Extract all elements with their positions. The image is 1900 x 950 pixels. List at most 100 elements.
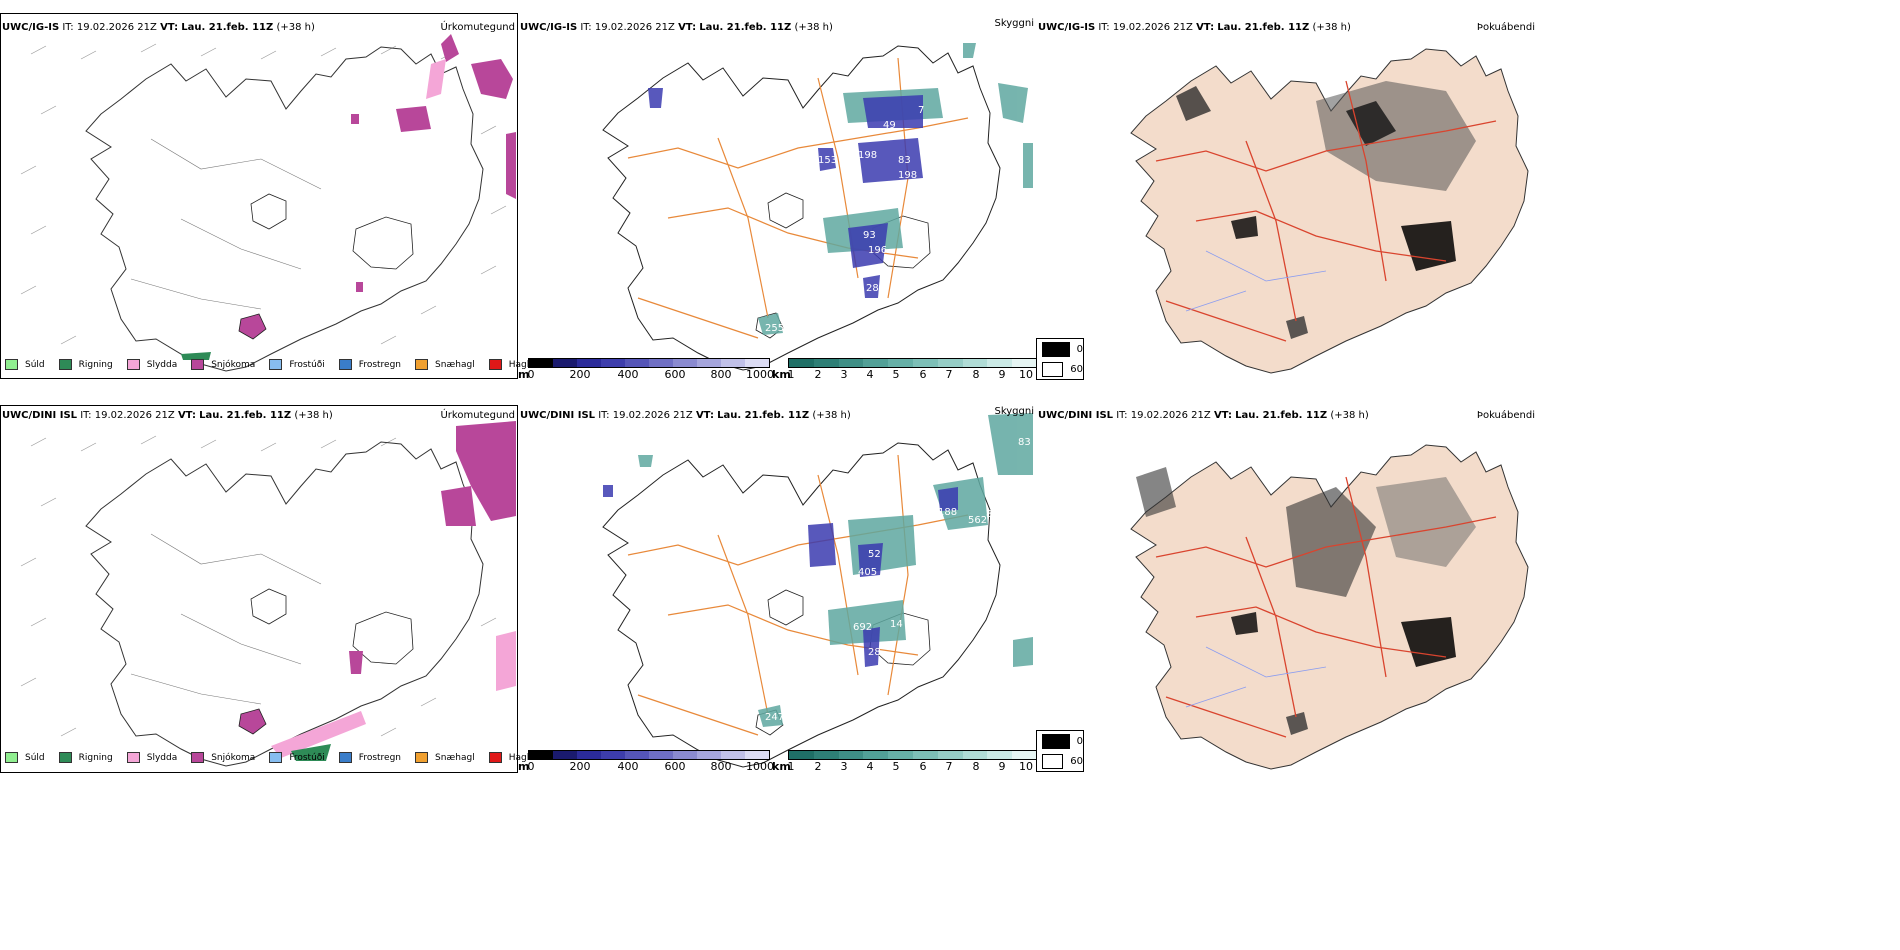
vt-label: VT:	[160, 22, 179, 33]
colorbar-cell	[937, 751, 963, 759]
fog-panel-row1: 0 60	[1036, 13, 1536, 380]
cloud-map-row1: 153 7 49 198 83 198 93 196 282 255	[602, 43, 1033, 371]
tick-label: 7	[945, 368, 953, 381]
legend-label: Frostregn	[358, 359, 402, 370]
colorbar-cell	[529, 751, 553, 759]
panel-title-precip-row1: Úrkomutegund	[440, 22, 515, 33]
tick-label: 800	[710, 368, 732, 381]
colorbar-cell	[625, 359, 649, 367]
vt-value: Lau. 21.feb. 11Z	[181, 22, 274, 33]
legend-label: Snjókoma	[211, 752, 256, 763]
cloud-label: 255	[765, 323, 784, 334]
panel-title-fog-row1: Þokuábendi	[1476, 22, 1535, 33]
height-unit: m	[518, 760, 530, 773]
colorbar-cell	[912, 751, 938, 759]
fog-legend-label: 60	[1070, 363, 1083, 375]
fog-legend-label: 0	[1076, 735, 1083, 747]
precip-legend-row1: Súld Rigning Slydda Snjókoma Frostúði Fr…	[5, 359, 551, 370]
tick-label: 2	[814, 760, 822, 773]
fog-legend-row1: 0 60	[1036, 338, 1084, 380]
fog-legend-item: 60	[1037, 751, 1083, 771]
legend-item: Snæhagl	[415, 752, 475, 763]
it-label: IT:	[598, 410, 610, 421]
legend-label: Haglél	[508, 752, 538, 763]
colorbar-cell	[813, 359, 839, 367]
fog-legend-item: 0	[1037, 339, 1083, 359]
legend-swatch	[269, 752, 283, 763]
fog-legend-label: 60	[1070, 755, 1083, 767]
legend-swatch	[191, 752, 205, 763]
tick-label: 3	[840, 368, 848, 381]
colorbar-cell	[721, 359, 745, 367]
header-cloud-row1: UWC/IG-IS IT: 19.02.2026 21Z VT: Lau. 21…	[520, 22, 833, 34]
cloud-label: 188	[938, 507, 957, 518]
visibility-unit: km	[772, 760, 791, 773]
fog-swatch	[1042, 361, 1064, 377]
cloud-label: 282	[866, 283, 885, 294]
colorbar-cell	[863, 751, 889, 759]
colorbar-cell	[962, 751, 988, 759]
tick-label: 10	[1019, 760, 1033, 773]
colorbar-cell	[577, 751, 601, 759]
colorbar-cell	[987, 359, 1013, 367]
colorbar-cell	[1012, 751, 1037, 759]
legend-label: Slydda	[146, 752, 178, 763]
lead-time: (+38 h)	[276, 22, 315, 33]
cloud-label: 247	[765, 712, 784, 723]
colorbar-cell	[813, 751, 839, 759]
lead-time: (+38 h)	[294, 410, 333, 421]
vt-label: VT:	[695, 410, 714, 421]
legend-swatch	[488, 359, 502, 370]
legend-swatch	[126, 359, 140, 370]
vt-value: Lau. 21.feb. 11Z	[1217, 22, 1310, 33]
model-name: UWC/IG-IS	[520, 22, 578, 33]
cloud-label: 83	[1018, 437, 1031, 448]
cloud-label: 68	[868, 665, 881, 676]
tick-label: 1	[787, 368, 795, 381]
height-colorbar-row1	[528, 358, 770, 368]
legend-item: Snæhagl	[415, 359, 475, 370]
cloud-label: 405	[858, 567, 877, 578]
legend-item: Haglél	[488, 359, 538, 370]
colorbar-cell	[962, 359, 988, 367]
tick-label: 0	[527, 760, 535, 773]
tick-label: 4	[866, 760, 874, 773]
header-precip-row2: UWC/DINI ISL IT: 19.02.2026 21Z VT: Lau.…	[2, 410, 333, 422]
legend-label: Snjókoma	[211, 359, 256, 370]
colorbar-cell	[673, 359, 697, 367]
it-value: 19.02.2026 21Z	[1112, 22, 1193, 33]
tick-label: 0	[527, 368, 535, 381]
cloud-labels-row2: 83 188 562 84 52 405 692 14 28 68 247	[765, 437, 1031, 723]
legend-label: Súld	[25, 359, 45, 370]
precip-map-row2	[20, 421, 516, 767]
tick-label: 7	[945, 760, 953, 773]
fog-legend-row2: 0 60	[1036, 730, 1084, 772]
legend-item: Frostúði	[269, 752, 325, 763]
precip-panel-row1: Súld Rigning Slydda Snjókoma Frostúði Fr…	[0, 13, 537, 379]
legend-label: Slydda	[146, 359, 178, 370]
tick-label: 1000	[746, 368, 774, 381]
tick-label: 600	[664, 368, 686, 381]
tick-label: 3	[840, 760, 848, 773]
it-value: 19.02.2026 21Z	[594, 22, 675, 33]
it-label: IT:	[1116, 410, 1128, 421]
precip-panel-row2: Súld Rigning Slydda Snjókoma Frostúði Fr…	[0, 405, 537, 773]
vt-value: Lau. 21.feb. 11Z	[717, 410, 810, 421]
lead-time: (+38 h)	[1312, 22, 1351, 33]
legend-item: Frostregn	[338, 752, 401, 763]
vt-label: VT:	[1213, 410, 1232, 421]
it-value: 19.02.2026 21Z	[76, 22, 157, 33]
cloud-panel-row2: 83 188 562 84 52 405 692 14 28 68 247 m …	[518, 405, 1038, 773]
it-label: IT:	[1098, 22, 1110, 33]
it-value: 19.02.2026 21Z	[612, 410, 693, 421]
colorbar-cell	[601, 751, 625, 759]
visibility-colorbar-row2	[788, 750, 1038, 760]
cloud-label: 93	[863, 230, 876, 241]
colorbar-cell	[553, 359, 577, 367]
it-value: 19.02.2026 21Z	[94, 410, 175, 421]
legend-label: Haglél	[508, 359, 538, 370]
tick-label: 200	[569, 368, 591, 381]
vt-label: VT:	[678, 22, 697, 33]
fog-panel-row2: 0 60	[1036, 405, 1536, 773]
legend-swatch	[58, 359, 72, 370]
